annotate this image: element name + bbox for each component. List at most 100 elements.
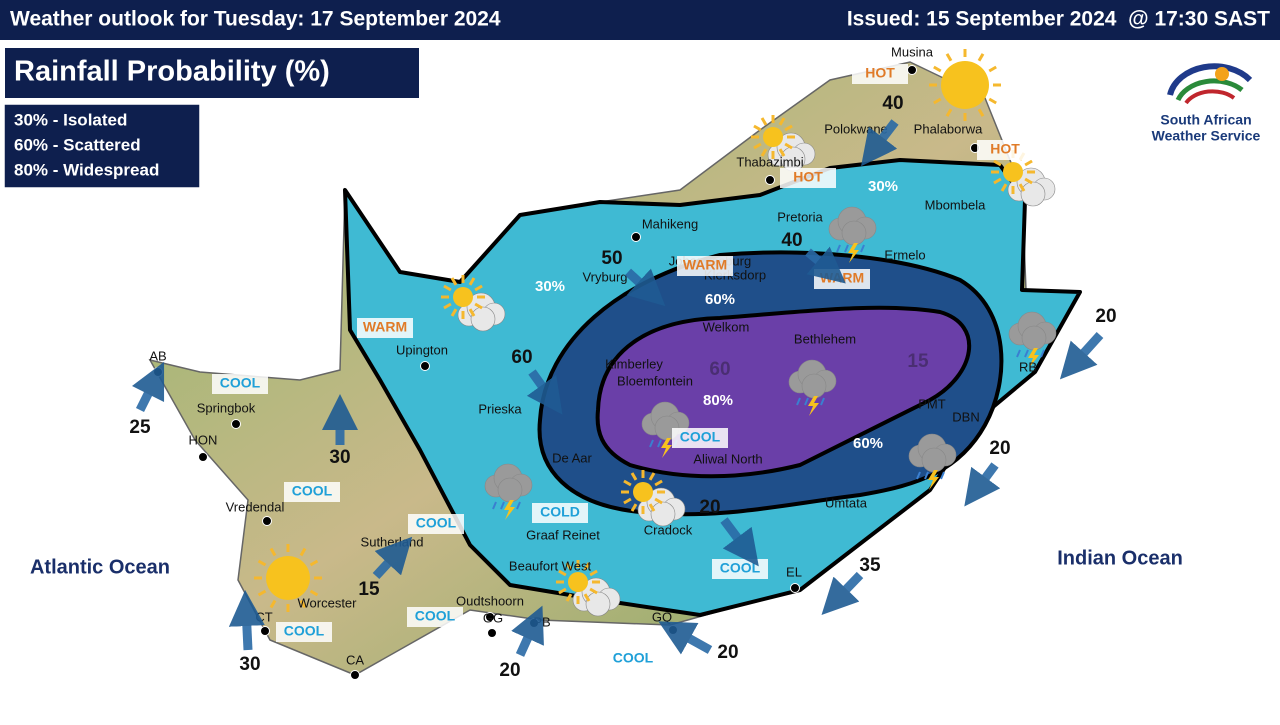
probability-label: 60% — [853, 435, 883, 452]
sun-ray — [648, 503, 656, 512]
wind-speed: 20 — [989, 438, 1010, 459]
temperature-label: COOL — [284, 623, 325, 639]
sun-icon — [556, 560, 600, 604]
sun-ray — [269, 547, 277, 557]
temperature-label: COOL — [292, 483, 333, 499]
sun-ray — [309, 589, 319, 597]
lightning — [1028, 348, 1039, 368]
lightning — [808, 396, 819, 416]
place-label: Vryburg — [582, 269, 627, 284]
temperature-label-box — [852, 64, 908, 84]
temperature-label: COOL — [680, 429, 721, 445]
wind-arrow — [131, 361, 165, 413]
sun-disc — [763, 127, 783, 147]
sun-ray — [468, 308, 476, 317]
rain — [1016, 349, 1021, 358]
wind-speed: 15 — [907, 351, 929, 372]
sun-ray — [778, 117, 786, 126]
lightning — [504, 500, 515, 520]
sun-icon — [929, 49, 1001, 121]
temperature-label-box — [677, 256, 733, 276]
rain — [1040, 349, 1045, 358]
cloud-puff — [497, 477, 523, 503]
storm-icon — [828, 206, 877, 263]
place-label: Worcester — [298, 595, 358, 610]
town-dot — [765, 175, 775, 185]
sun-ray — [654, 497, 663, 505]
wind-arrow — [511, 605, 544, 657]
sun-icon — [441, 275, 485, 319]
sun-ray — [623, 479, 632, 487]
place-label: Umtata — [825, 495, 868, 510]
rain — [940, 471, 945, 480]
cloud-puff — [841, 220, 867, 246]
place-label: CT — [255, 609, 272, 624]
sun-ray — [1000, 183, 1008, 192]
partly-cloudy-icon — [572, 577, 621, 617]
place-label: Oudtshoorn — [456, 593, 524, 608]
wind-speed: 40 — [781, 230, 802, 251]
lightning — [661, 438, 672, 458]
place-label: Kimberley — [605, 356, 663, 371]
wind-arrow — [805, 246, 846, 284]
town-dot — [260, 626, 270, 636]
storm-icon — [788, 359, 837, 416]
wind-arrow — [821, 571, 864, 615]
place-label: Polokwane — [824, 121, 888, 136]
issued: Issued: 15 September 2024 @ 17:30 SAST — [847, 8, 1270, 31]
sun-ray — [299, 599, 307, 609]
sun-ray — [760, 148, 768, 157]
rain — [916, 471, 921, 480]
wind-speed: 20 — [499, 660, 520, 681]
wind-arrow — [526, 369, 563, 415]
cloud-puff — [921, 447, 947, 473]
rain — [500, 501, 505, 510]
sun-disc — [266, 556, 310, 600]
sun-ray — [474, 302, 483, 310]
cloud-puff — [650, 501, 676, 527]
legend-entry: 30% - Isolated — [14, 110, 127, 129]
town-dot — [790, 583, 800, 593]
storm-icon — [484, 463, 533, 520]
sun-ray — [784, 124, 793, 132]
sun-ray — [993, 177, 1002, 185]
sun-disc — [568, 572, 588, 592]
town-dot — [631, 232, 641, 242]
sun-ray — [784, 142, 793, 150]
legend-entry: 60% - Scattered — [14, 135, 141, 154]
wind-arrow — [1059, 331, 1104, 380]
place-label: Aliwal North — [693, 451, 762, 466]
sun-ray — [309, 559, 319, 567]
wind-speed: 20 — [717, 642, 738, 663]
place-label: Sutherland — [361, 534, 424, 549]
sun-ray — [933, 97, 942, 105]
wind-speed: 50 — [601, 248, 622, 269]
sun-ray — [565, 593, 573, 602]
rain — [1024, 349, 1029, 358]
sun-ray — [558, 587, 567, 595]
sun-ray — [753, 142, 762, 150]
wind-arrow — [372, 536, 413, 580]
temperature-label-box — [407, 607, 463, 627]
storm-icon — [908, 433, 957, 490]
town-dot — [231, 419, 241, 429]
wind-arrow — [624, 268, 666, 307]
place-label: Mbombela — [925, 197, 986, 212]
temperature-label-box — [276, 622, 332, 642]
sun-icon — [751, 115, 795, 159]
panel-title: Rainfall Probability (%) — [14, 56, 330, 88]
sun-ray — [977, 108, 985, 117]
town-dot — [907, 65, 917, 75]
sun-ray — [1018, 183, 1026, 192]
logo-text: Weather Service — [1152, 128, 1261, 144]
sun-ray — [654, 479, 663, 487]
sun-ray — [1024, 177, 1033, 185]
ocean-label: Atlantic Ocean — [30, 556, 170, 578]
sun-ray — [583, 593, 591, 602]
legend-entry: 80% - Widespread — [14, 160, 159, 179]
place-label: PMT — [918, 396, 946, 411]
cloud-puff — [470, 306, 496, 332]
probability-label: 30% — [535, 278, 565, 295]
storm-icon — [1008, 311, 1057, 368]
header-bar — [0, 0, 1280, 40]
